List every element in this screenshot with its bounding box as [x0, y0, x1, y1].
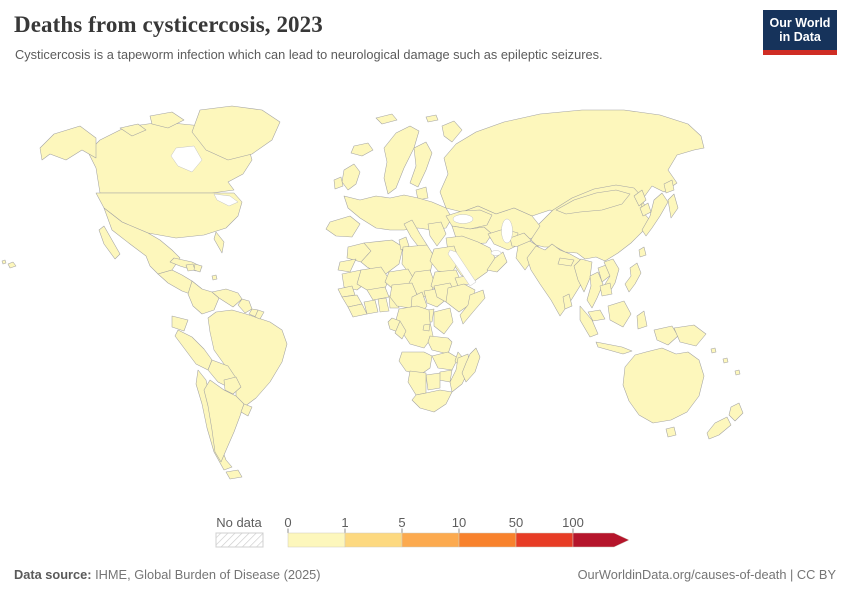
country-peru[interactable]	[174, 329, 213, 371]
country-lesser-antilles[interactable]	[211, 274, 218, 281]
country-new-zealand[interactable]	[706, 402, 744, 440]
country-svalbard[interactable]	[375, 113, 439, 125]
country-angola[interactable]	[398, 351, 433, 376]
country-malaysia[interactable]	[587, 309, 606, 322]
legend-tick-label: 1	[341, 515, 348, 530]
country-united-states-alaska[interactable]	[39, 125, 97, 161]
country-greenland[interactable]	[191, 105, 281, 161]
data-source-text: IHME, Global Burden of Disease (2025)	[91, 567, 321, 582]
country-somalia[interactable]	[459, 289, 486, 325]
persian-gulf	[490, 250, 502, 256]
country-japan[interactable]	[641, 179, 675, 237]
country-balkans-greece[interactable]	[427, 221, 447, 247]
country-botswana[interactable]	[425, 372, 441, 391]
legend-tick-label: 100	[562, 515, 584, 530]
country-baltics[interactable]	[415, 186, 429, 201]
country-spain-portugal[interactable]	[325, 215, 361, 238]
country-europe-mainland[interactable]	[343, 194, 453, 231]
country-ghana[interactable]	[377, 297, 390, 313]
country-australia[interactable]	[622, 347, 705, 438]
country-zimbabwe[interactable]	[438, 369, 453, 383]
owid-logo[interactable]: Our World in Data	[763, 10, 837, 55]
country-uruguay[interactable]	[240, 403, 253, 417]
owid-logo-accent-bar	[763, 50, 837, 55]
legend-swatch-10-50[interactable]	[458, 532, 517, 548]
country-ireland[interactable]	[333, 176, 344, 190]
legend-tick-label: 10	[452, 515, 466, 530]
country-congo[interactable]	[394, 320, 407, 340]
country-dominican-republic[interactable]	[193, 263, 203, 273]
legend-swatch-50-100[interactable]	[515, 532, 574, 548]
country-mongolia[interactable]	[555, 189, 631, 215]
country-pacific-islands[interactable]	[710, 347, 741, 376]
country-papua-new-guinea[interactable]	[673, 324, 707, 347]
country-taiwan[interactable]	[638, 246, 647, 258]
page-subtitle: Cysticercosis is a tapeworm infection wh…	[15, 47, 603, 62]
country-zambia[interactable]	[431, 351, 459, 371]
country-french-guiana[interactable]	[254, 309, 265, 320]
country-united-kingdom[interactable]	[341, 163, 361, 191]
country-arctic-islands[interactable]	[119, 111, 185, 137]
license-link[interactable]: OurWorldinData.org/causes-of-death | CC …	[577, 567, 836, 582]
country-indonesia[interactable]	[579, 300, 679, 355]
no-data-swatch[interactable]	[215, 532, 264, 548]
country-south-africa[interactable]	[411, 389, 453, 413]
country-iceland[interactable]	[350, 142, 374, 157]
red-sea	[447, 249, 477, 287]
owid-logo-text: Our World in Data	[763, 10, 837, 50]
country-north-korea[interactable]	[633, 189, 647, 207]
country-argentina[interactable]	[203, 379, 245, 480]
country-russia-novaya-zemlya[interactable]	[441, 120, 463, 143]
legend-swatch-1-5[interactable]	[344, 532, 403, 548]
legend-swatch-100-plus[interactable]	[572, 532, 630, 548]
country-mozambique[interactable]	[449, 353, 471, 393]
great-lakes	[213, 193, 239, 207]
country-united-states-florida[interactable]	[213, 231, 225, 254]
country-colombia[interactable]	[187, 280, 220, 315]
country-oman[interactable]	[486, 251, 508, 273]
country-russia-sakhalin[interactable]	[667, 193, 679, 219]
black-sea	[452, 214, 474, 224]
caspian-sea	[501, 218, 513, 244]
legend-tick-label: 0	[284, 515, 291, 530]
legend-swatch-5-10[interactable]	[401, 532, 460, 548]
country-india[interactable]	[526, 243, 586, 317]
no-data-label: No data	[216, 515, 262, 530]
country-namibia[interactable]	[407, 370, 427, 396]
data-source: Data source: IHME, Global Burden of Dise…	[14, 567, 321, 582]
data-source-label: Data source:	[14, 567, 92, 582]
country-rwanda-burundi[interactable]	[422, 323, 431, 332]
country-paraguay[interactable]	[223, 376, 242, 395]
chart-header: Deaths from cysticercosis, 2023 Cysticer…	[14, 12, 750, 62]
hudson-bay	[170, 145, 203, 173]
country-guyana[interactable]	[237, 298, 253, 314]
country-tanzania[interactable]	[427, 335, 453, 355]
legend-tick-label: 50	[509, 515, 523, 530]
country-kenya[interactable]	[433, 307, 454, 335]
country-ivory-coast[interactable]	[363, 299, 379, 315]
page-title: Deaths from cysticercosis, 2023	[14, 12, 323, 37]
country-cambodia[interactable]	[599, 282, 613, 297]
country-myanmar[interactable]	[573, 258, 593, 293]
country-nepal[interactable]	[557, 257, 575, 267]
country-philippines[interactable]	[624, 262, 642, 293]
chart-footer: Data source: IHME, Global Burden of Dise…	[14, 567, 836, 582]
country-sri-lanka[interactable]	[562, 293, 573, 310]
country-united-states-hawaii[interactable]	[1, 259, 17, 269]
country-norway-sweden[interactable]	[383, 125, 420, 195]
country-madagascar[interactable]	[461, 347, 481, 383]
country-western-sahara[interactable]	[337, 258, 357, 273]
country-thailand[interactable]	[586, 271, 604, 309]
legend-tick-label: 5	[398, 515, 405, 530]
country-finland[interactable]	[409, 141, 433, 188]
country-ecuador[interactable]	[171, 315, 189, 332]
legend-swatch-0-1[interactable]	[287, 532, 346, 548]
map-legend: No data 0 1 5 10 50 100	[215, 515, 630, 548]
country-burkina-faso[interactable]	[366, 286, 390, 301]
